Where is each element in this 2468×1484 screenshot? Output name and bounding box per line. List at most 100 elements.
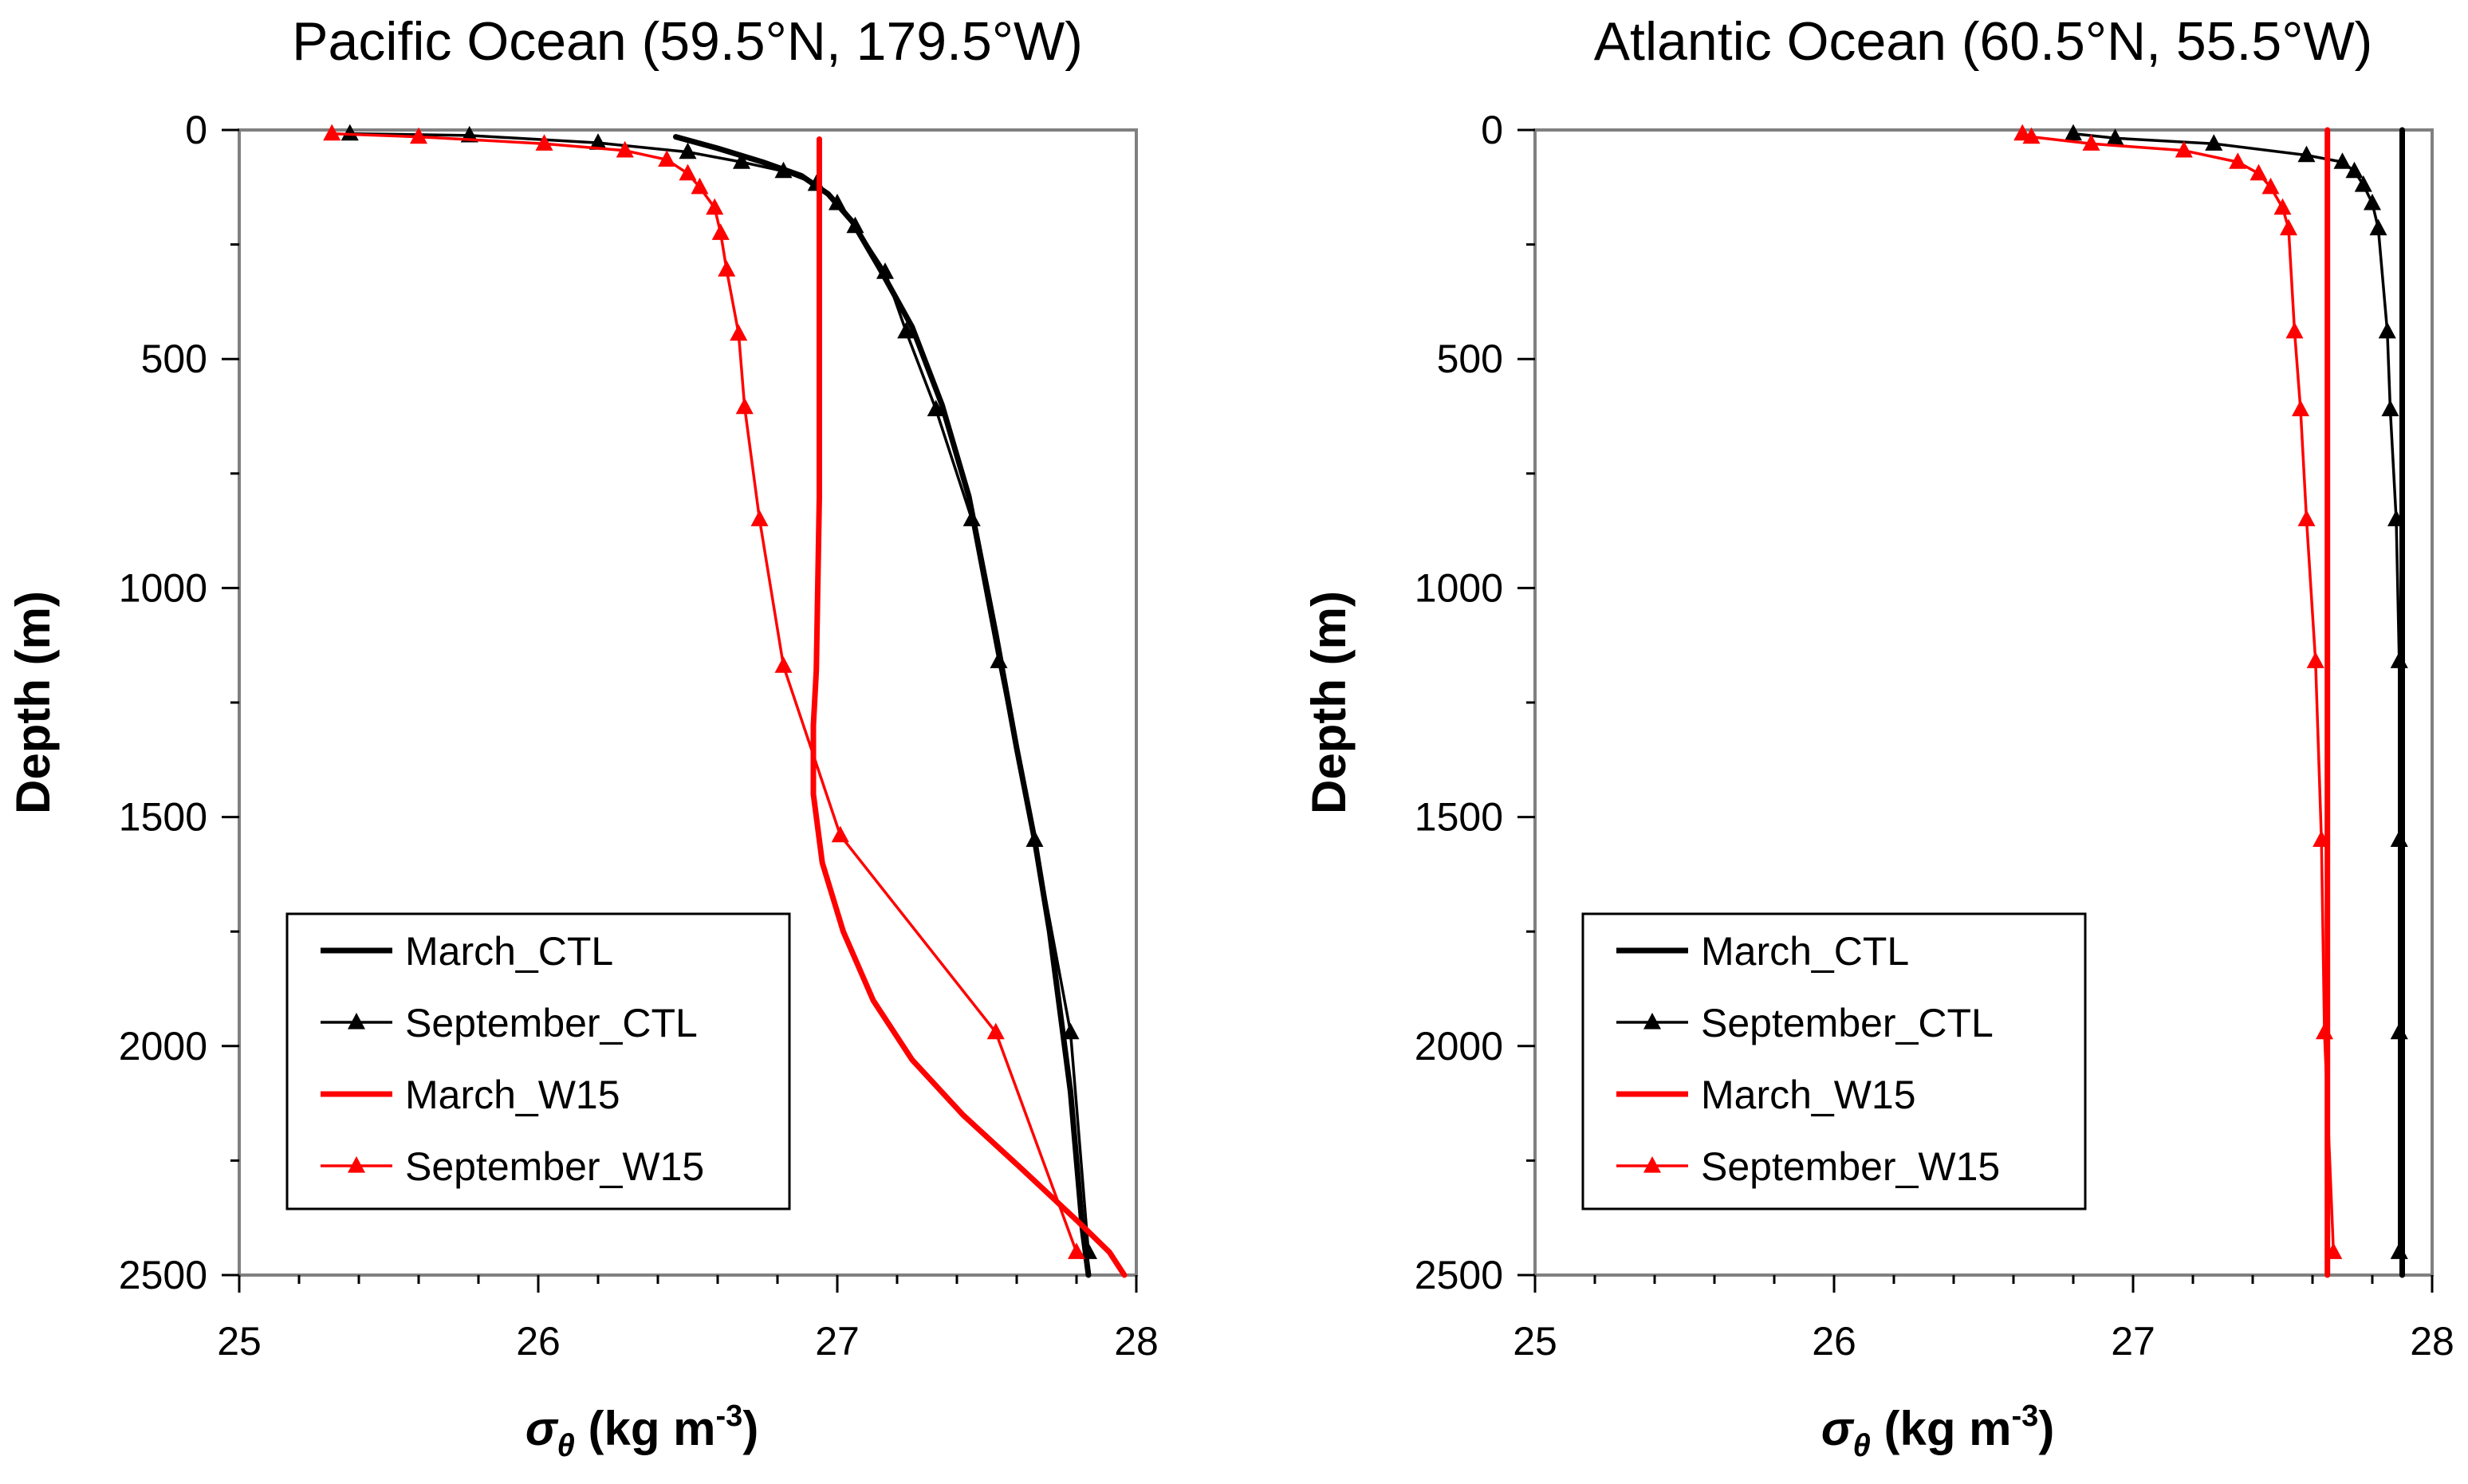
- data-point-marker: [2022, 127, 2041, 144]
- series-september-ctl: [2065, 124, 2408, 1259]
- data-point-marker: [718, 260, 736, 277]
- data-point-marker: [829, 193, 846, 211]
- data-point-marker: [2285, 321, 2304, 339]
- data-point-marker: [1061, 1022, 1080, 1040]
- data-point-marker: [1068, 1242, 1085, 1259]
- data-point-marker: [658, 150, 676, 167]
- legend-box: [1581, 912, 2087, 1210]
- legend-entry: September_W15: [1616, 1144, 2000, 1189]
- y-tick-label: 2000: [1415, 1024, 1503, 1069]
- legend-label: March_CTL: [1701, 929, 1909, 974]
- chart-title: Atlantic Ocean (60.5°N, 55.5°W): [1594, 11, 2373, 72]
- legend-entry: September_CTL: [321, 1001, 698, 1045]
- legend-label: September_W15: [405, 1144, 704, 1189]
- y-tick-label: 500: [1437, 337, 1503, 381]
- data-point-marker: [2381, 400, 2399, 416]
- data-point-marker: [340, 124, 359, 141]
- data-point-marker: [2364, 193, 2381, 211]
- data-point-marker: [846, 216, 864, 234]
- y-tick-label: 2500: [1415, 1253, 1503, 1297]
- legend: March_CTL September_CTL March_W15 September…: [1581, 912, 2087, 1210]
- data-point-marker: [2390, 651, 2408, 668]
- y-tick-label: 1500: [119, 795, 207, 840]
- data-point-marker: [2297, 145, 2316, 163]
- y-axis-label: Depth (m): [1302, 591, 1356, 814]
- data-point-marker: [323, 124, 341, 141]
- y-tick-label: 0: [185, 108, 207, 152]
- x-tick-label: 25: [217, 1319, 262, 1364]
- data-point-marker: [735, 397, 754, 415]
- legend-label: March_W15: [1701, 1073, 1916, 1117]
- data-point-marker: [2345, 161, 2364, 179]
- y-axis-label: Depth (m): [6, 591, 60, 814]
- x-tick-label: 28: [2410, 1319, 2454, 1364]
- data-point-marker: [1080, 1242, 1097, 1259]
- data-point-marker: [2292, 400, 2309, 416]
- chart-title: Pacific Ocean (59.5°N, 179.5°W): [292, 11, 1083, 72]
- data-point-marker: [616, 140, 634, 158]
- legend: March_CTL September_CTL March_W15 September…: [285, 912, 791, 1210]
- series-line: [2021, 132, 2336, 1254]
- data-point-marker: [679, 142, 697, 159]
- data-point-marker: [2306, 651, 2324, 668]
- series-march-ctl: [673, 134, 1092, 1278]
- data-point-marker: [2205, 134, 2223, 151]
- data-point-marker: [679, 163, 697, 181]
- x-axis-label: σθ (kg m-3): [525, 1399, 759, 1463]
- legend-label: September_W15: [1701, 1144, 2000, 1189]
- y-tick-label: 2500: [119, 1253, 207, 1297]
- data-point-marker: [2324, 1242, 2343, 1259]
- data-point-marker: [730, 324, 748, 341]
- legend-entry: March_W15: [321, 1073, 620, 1117]
- data-point-marker: [2280, 218, 2297, 236]
- data-point-marker: [2316, 1022, 2333, 1040]
- series-september-ctl: [340, 124, 1097, 1259]
- data-point-marker: [2390, 1022, 2408, 1040]
- data-point-marker: [2369, 218, 2387, 236]
- legend-marker: [348, 1156, 365, 1173]
- series-september-w15: [2013, 124, 2343, 1259]
- y-tick-label: 500: [141, 337, 207, 381]
- data-point-marker: [2313, 830, 2331, 847]
- data-point-marker: [2387, 510, 2405, 526]
- y-tick-label: 1000: [1415, 565, 1503, 610]
- legend-entry: September_CTL: [1616, 1001, 1994, 1045]
- chart-panel-1: Pacific Ocean (59.5°N, 179.5°W) 25 26 27 28 0…: [6, 11, 1159, 1463]
- data-point-marker: [589, 133, 607, 150]
- data-point-marker: [2273, 198, 2292, 215]
- data-point-marker: [2065, 124, 2082, 141]
- data-point-marker: [774, 161, 793, 179]
- data-point-marker: [897, 321, 915, 339]
- y-tick-label: 1000: [119, 565, 207, 610]
- data-point-marker: [2261, 177, 2280, 195]
- legend-entry: March_CTL: [321, 929, 613, 974]
- data-point-marker: [1025, 830, 1044, 847]
- x-tick-label: 27: [2111, 1319, 2155, 1364]
- data-point-marker: [750, 510, 769, 526]
- legend-marker: [1643, 1013, 1661, 1029]
- data-point-marker: [2175, 140, 2193, 158]
- legend-label: September_CTL: [405, 1001, 698, 1045]
- x-tick-label: 27: [815, 1319, 860, 1364]
- data-point-marker: [410, 127, 427, 144]
- x-axis-label: σθ (kg m-3): [1821, 1399, 2055, 1463]
- legend-marker: [348, 1013, 365, 1029]
- data-point-marker: [876, 262, 894, 279]
- data-point-marker: [2390, 1242, 2408, 1259]
- y-tick-label: 0: [1481, 108, 1503, 152]
- x-tick-label: 28: [1114, 1319, 1159, 1364]
- data-point-marker: [535, 134, 553, 151]
- series-line: [2072, 132, 2401, 1254]
- data-point-marker: [711, 223, 730, 240]
- data-point-marker: [2297, 510, 2316, 526]
- data-point-marker: [774, 656, 793, 673]
- legend-entry: March_CTL: [1616, 929, 1909, 974]
- legend-box: [285, 912, 791, 1210]
- x-tick-label: 25: [1513, 1319, 1557, 1364]
- data-point-marker: [986, 1022, 1005, 1040]
- data-point-marker: [990, 651, 1008, 668]
- series-september-w15: [323, 124, 1085, 1259]
- data-point-marker: [2082, 134, 2100, 151]
- legend-marker: [1643, 1156, 1661, 1173]
